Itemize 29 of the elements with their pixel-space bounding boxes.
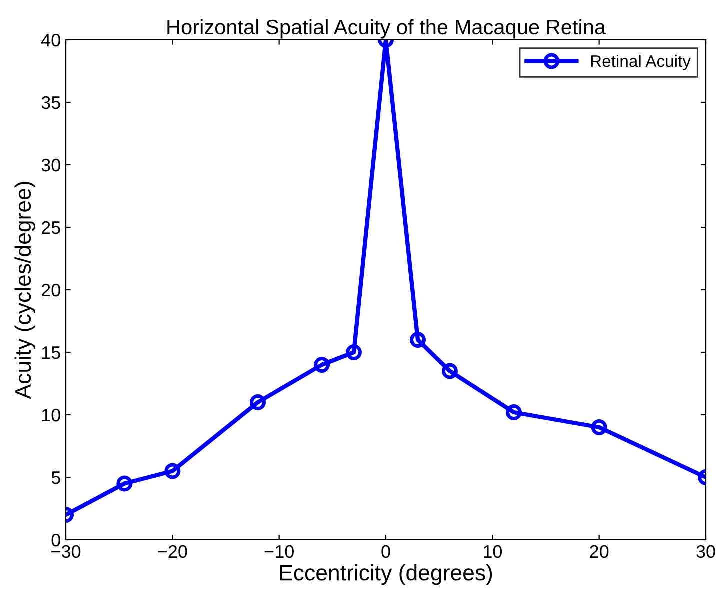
point bbox=[410, 332, 426, 348]
point bbox=[506, 404, 522, 420]
y-tick-label: 40 bbox=[41, 34, 60, 47]
x-tick-label: −20 bbox=[158, 545, 188, 558]
y-tick-label: 5 bbox=[52, 472, 60, 484]
point bbox=[591, 420, 608, 436]
point bbox=[116, 476, 133, 492]
x-tick-label: 30 bbox=[696, 545, 716, 558]
y-axis-title: Acuity (cycles/degree) bbox=[14, 182, 36, 400]
y-tick-label: 20 bbox=[42, 284, 60, 297]
x-axis-title: Eccentricity (degrees) bbox=[280, 564, 492, 586]
point bbox=[250, 394, 266, 410]
x-tick-label: −30 bbox=[52, 545, 81, 558]
point bbox=[346, 344, 362, 360]
y-tick-label: 0 bbox=[52, 534, 60, 547]
y-tick-label: 30 bbox=[42, 158, 60, 172]
y-tick-label: 10 bbox=[42, 408, 60, 422]
point bbox=[164, 463, 181, 480]
point bbox=[314, 357, 330, 373]
chart-title: Horizontal Spatial Acuity of the Macaque Retina bbox=[168, 19, 606, 39]
x-tick-label: −10 bbox=[264, 545, 294, 558]
y-tick-label: 35 bbox=[42, 96, 60, 110]
x-tick-label: 10 bbox=[484, 545, 502, 558]
y-tick-label: 15 bbox=[42, 346, 60, 360]
legend-label: Retinal Acuity bbox=[591, 55, 691, 71]
y-tick-label: 25 bbox=[42, 221, 60, 234]
x-tick-label: 0 bbox=[382, 545, 390, 558]
x-tick-label: 20 bbox=[590, 545, 609, 558]
point bbox=[442, 363, 458, 380]
